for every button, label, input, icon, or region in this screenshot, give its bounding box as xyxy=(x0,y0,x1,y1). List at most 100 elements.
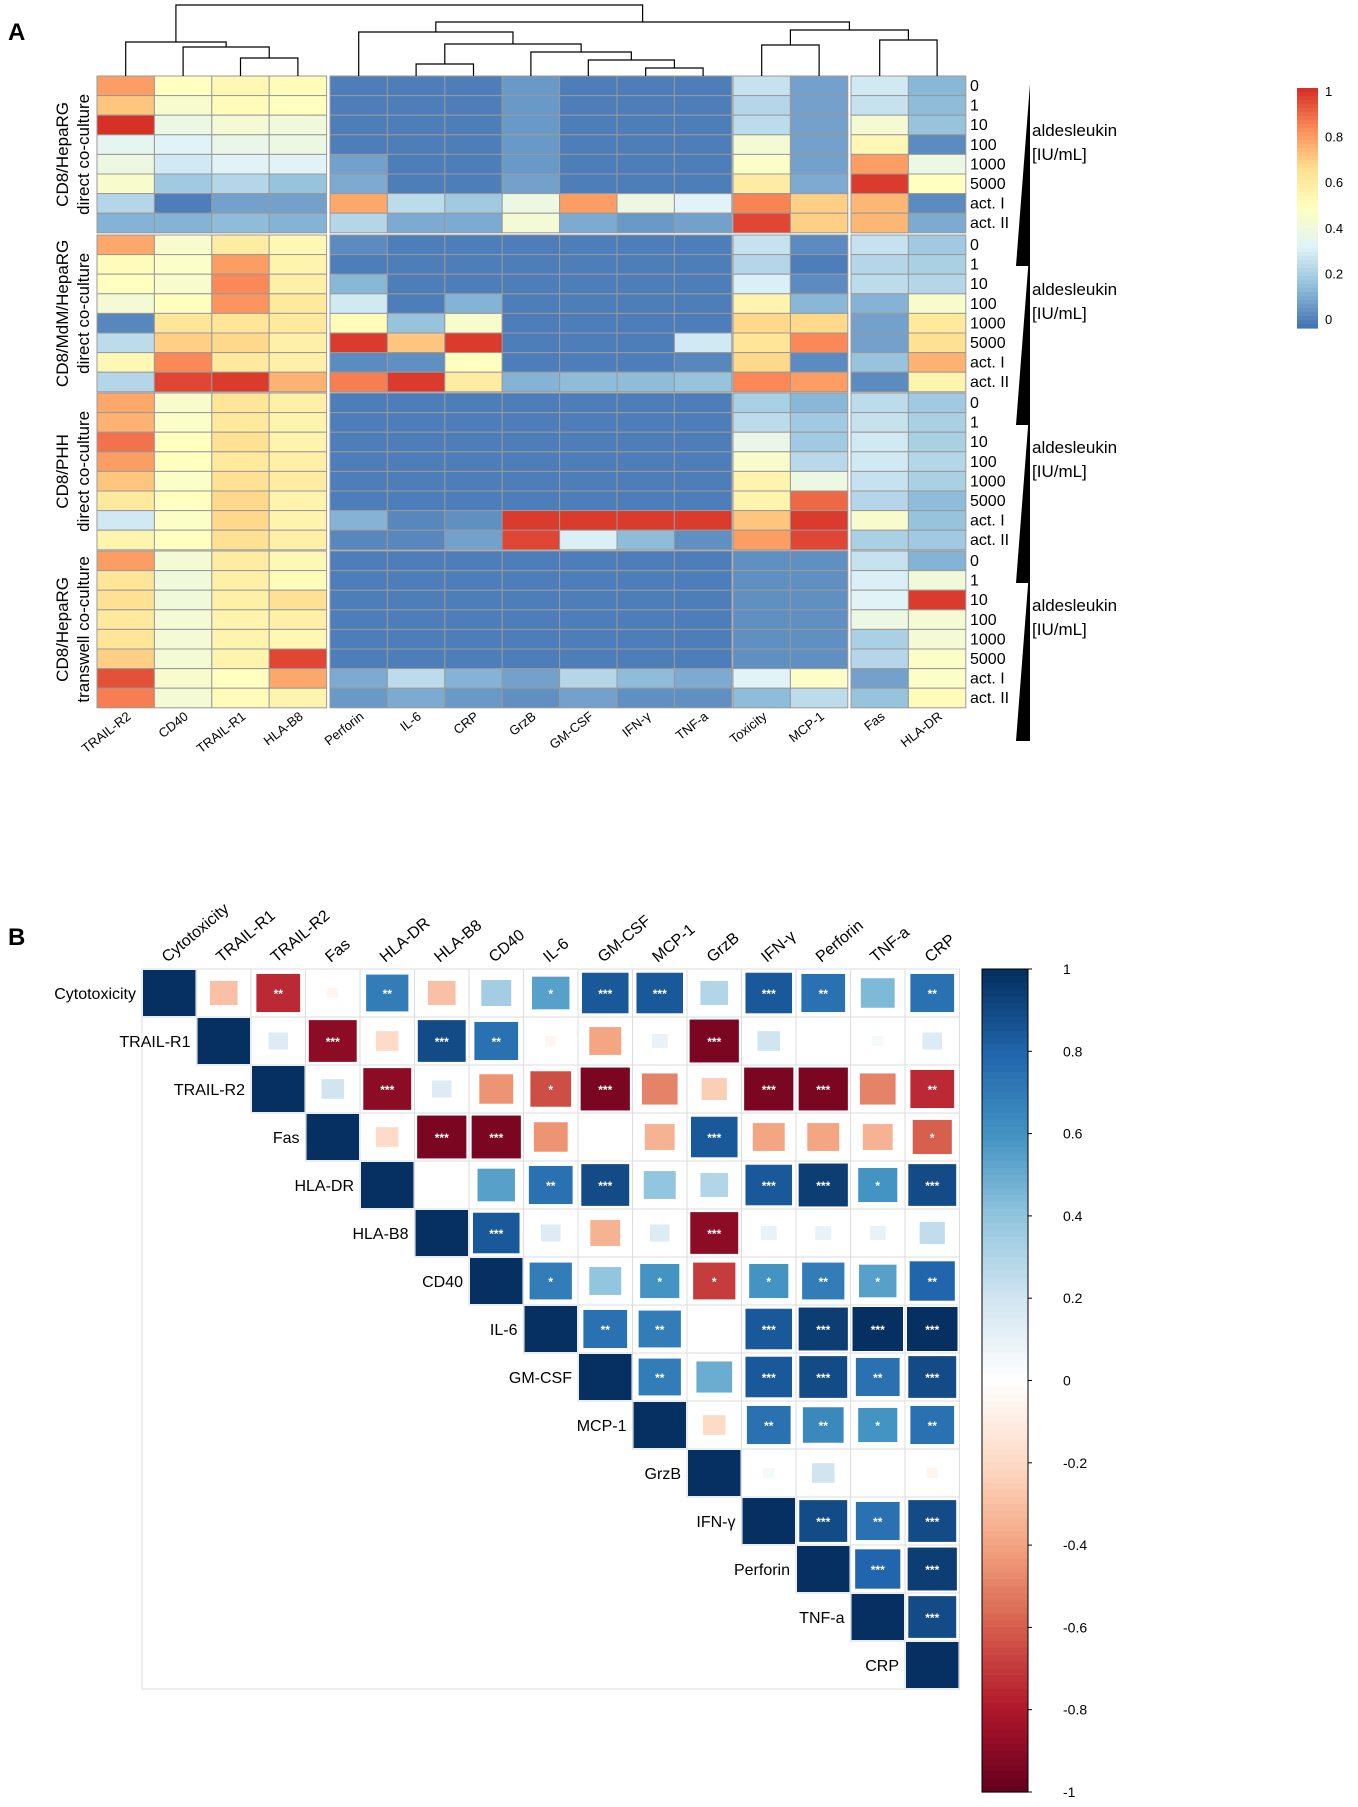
heatmap-cell xyxy=(268,134,328,155)
legend-a-swatch xyxy=(1297,108,1318,113)
heatmap-cell xyxy=(559,412,618,433)
heatmap-cell xyxy=(386,234,446,256)
legend-b-swatch xyxy=(982,1215,1028,1224)
legend-b-swatch xyxy=(982,1709,1028,1718)
corr-row-label: Cytotoxicity xyxy=(54,986,136,1003)
heatmap-cell xyxy=(211,254,270,275)
legend-b-swatch xyxy=(982,1545,1028,1553)
heatmap-cell xyxy=(559,668,618,689)
corr-square xyxy=(802,1262,845,1300)
heatmap-cell xyxy=(386,529,446,551)
legend-b-swatch xyxy=(982,1593,1028,1601)
heatmap-cell xyxy=(850,510,909,531)
significance-stars: *** xyxy=(871,1323,885,1337)
heatmap-cell xyxy=(732,589,791,611)
heatmap-cell xyxy=(444,212,503,234)
corr-square xyxy=(375,1031,399,1051)
heatmap-cell xyxy=(96,510,155,531)
significance-stars: ** xyxy=(655,1371,665,1385)
legend-b-swatch xyxy=(982,1030,1028,1039)
legend-b-swatch xyxy=(982,1167,1028,1176)
heatmap-cell xyxy=(386,193,446,214)
significance-stars: *** xyxy=(816,1371,830,1385)
corr-row-label: GrzB xyxy=(645,1466,681,1483)
significance-stars: *** xyxy=(762,1083,776,1097)
heatmap-cell xyxy=(907,371,967,393)
significance-stars: *** xyxy=(816,1515,830,1529)
corr-column-label: GrzB xyxy=(704,930,743,966)
annotation-line2: [IU/mL] xyxy=(1032,462,1087,481)
heatmap-cell xyxy=(732,570,791,591)
heatmap-cell xyxy=(850,570,909,591)
heatmap-cell xyxy=(153,173,213,195)
heatmap-cell xyxy=(386,173,446,195)
legend-a-swatch xyxy=(1297,296,1318,301)
legend-b-swatch xyxy=(982,1277,1028,1286)
corr-square xyxy=(479,1074,514,1104)
legend-b-swatch xyxy=(982,1332,1028,1340)
heatmap-cell xyxy=(789,293,849,314)
heatmap-cell xyxy=(789,95,849,116)
heatmap-cell xyxy=(329,392,388,414)
legend-a-swatch xyxy=(1297,136,1318,141)
corr-square xyxy=(815,1226,832,1240)
dose-wedge xyxy=(1016,559,1030,741)
legend-b-swatch xyxy=(982,1538,1028,1546)
legend-b-swatch xyxy=(982,1291,1028,1299)
heatmap-cell xyxy=(850,392,909,414)
heatmap-cell xyxy=(386,648,446,670)
heatmap-cell xyxy=(386,431,446,453)
corr-square xyxy=(583,1309,628,1349)
heatmap-cell xyxy=(211,312,270,334)
heatmap-cell xyxy=(789,352,849,373)
heatmap-cell xyxy=(789,431,849,453)
legend-b-swatch xyxy=(982,1586,1028,1594)
legend-b-swatch xyxy=(982,1737,1028,1745)
legend-a-swatch xyxy=(1297,164,1318,169)
heatmap-cell xyxy=(559,529,618,551)
heatmap-cell xyxy=(386,412,446,433)
heatmap-cell xyxy=(673,75,733,97)
heatmap-cell xyxy=(673,648,733,670)
legend-a-swatch xyxy=(1297,212,1318,217)
legend-b-swatch xyxy=(982,1421,1028,1430)
heatmap-cell xyxy=(444,451,503,472)
legend-b-swatch xyxy=(982,1250,1028,1258)
legend-b-swatch xyxy=(982,1675,1028,1683)
heatmap-cell xyxy=(732,609,791,630)
annotation-line1: aldesleukin xyxy=(1032,121,1117,140)
corr-square xyxy=(907,1307,958,1351)
corr-square xyxy=(532,976,570,1010)
corr-column-label: IFN-γ xyxy=(758,928,799,966)
heatmap-cell xyxy=(268,648,328,670)
legend-b-swatch xyxy=(982,1106,1028,1114)
heatmap-cell xyxy=(211,529,270,551)
legend-b-swatch xyxy=(982,1195,1028,1203)
corr-square xyxy=(589,1027,622,1055)
heatmap-cell xyxy=(732,332,791,354)
heatmap-cell xyxy=(850,529,909,551)
heatmap-cell xyxy=(850,193,909,214)
heatmap-cell xyxy=(153,392,213,414)
corr-square xyxy=(869,1226,886,1240)
heatmap-cell xyxy=(850,470,909,492)
heatmap-cell xyxy=(386,510,446,531)
heatmap-cell xyxy=(501,371,561,393)
significance-stars: *** xyxy=(326,1035,340,1049)
heatmap-cell xyxy=(732,451,791,472)
legend-a-swatch xyxy=(1297,92,1318,97)
heatmap-cell xyxy=(732,254,791,275)
grid-cell xyxy=(904,1448,960,1498)
legend-b-swatch xyxy=(982,1483,1028,1491)
heatmap-cell xyxy=(907,589,967,611)
legend-b-swatch xyxy=(982,1359,1028,1368)
heatmap-cell xyxy=(211,293,270,314)
significance-stars: *** xyxy=(707,1131,721,1145)
heatmap-cell xyxy=(153,371,213,393)
row-label: act. I xyxy=(970,513,1005,530)
heatmap-cell xyxy=(444,589,503,611)
heatmap-cell xyxy=(673,470,733,492)
heatmap-cell xyxy=(268,153,328,175)
heatmap-cell xyxy=(673,293,733,314)
heatmap-cell xyxy=(211,550,270,572)
